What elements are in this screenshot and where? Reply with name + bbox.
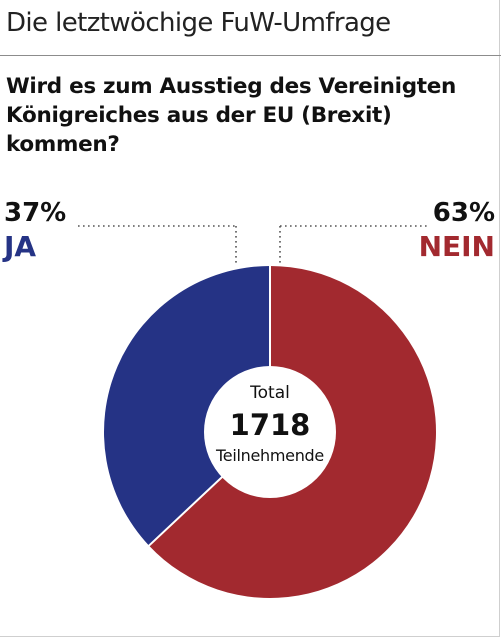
nein-label: NEIN <box>418 230 495 263</box>
ja-label: JA <box>4 230 37 263</box>
total-caption: Total <box>250 383 290 403</box>
nein-percent-label: 63% <box>432 198 495 228</box>
page-title: Die letztwöchige FuW-Umfrage <box>6 8 391 38</box>
total-count: 1718 <box>229 408 311 442</box>
leader-lines <box>78 225 428 265</box>
survey-question: Wird es zum Ausstieg des Vereinigten Kön… <box>6 74 457 157</box>
donut-hole <box>204 366 336 498</box>
ja-percent-label: 37% <box>4 198 67 228</box>
participants-caption: Teilnehmende <box>216 446 324 465</box>
header-divider <box>0 55 501 56</box>
slice-ja <box>104 266 271 546</box>
